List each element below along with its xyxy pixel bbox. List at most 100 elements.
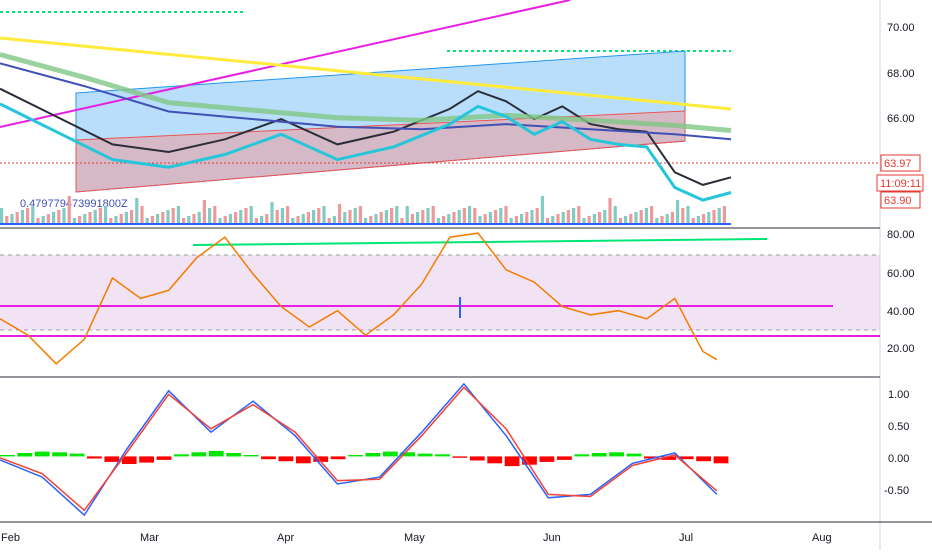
other-price-label: 63.90 bbox=[884, 195, 912, 207]
volume-bar bbox=[213, 206, 217, 224]
price-pane[interactable] bbox=[0, 0, 880, 228]
volume-bar bbox=[478, 216, 482, 224]
macd-hist-bar bbox=[69, 453, 85, 457]
volume-bar bbox=[473, 208, 477, 224]
volume-bar bbox=[436, 218, 440, 224]
volume-bar bbox=[26, 208, 30, 224]
macd-hist-bar bbox=[261, 456, 276, 460]
volume-bar bbox=[197, 212, 201, 224]
volume-bar bbox=[551, 216, 555, 224]
volume-bar bbox=[520, 214, 524, 224]
x-label-may: May bbox=[404, 532, 425, 544]
volume-bar bbox=[592, 214, 596, 224]
volume-bar bbox=[629, 214, 633, 224]
volume-bar bbox=[384, 210, 388, 224]
volume-bar bbox=[561, 212, 565, 224]
rsi-tick-60: 60.00 bbox=[887, 268, 915, 280]
signal-line bbox=[0, 386, 718, 512]
volume-bar bbox=[332, 216, 336, 224]
volume-bar bbox=[57, 210, 61, 224]
volume-bar bbox=[644, 208, 648, 224]
volume-bar bbox=[696, 216, 700, 224]
macd-tick-neg0.5: -0.50 bbox=[884, 485, 909, 497]
volume-bar bbox=[83, 214, 87, 224]
volume-bar bbox=[156, 214, 160, 224]
last-price-label: 63.97 bbox=[884, 158, 912, 170]
rsi-tick-20: 20.00 bbox=[887, 343, 915, 355]
macd-hist-bar bbox=[226, 453, 242, 457]
volume-bar bbox=[301, 214, 305, 224]
volume-bars bbox=[0, 196, 726, 224]
x-label-mar: Mar bbox=[140, 532, 159, 544]
volume-bar bbox=[353, 208, 357, 224]
volume-bar bbox=[0, 208, 4, 224]
volume-bar bbox=[135, 198, 139, 224]
macd-hist-bar bbox=[191, 452, 207, 457]
time-axis[interactable]: Feb Mar Apr May Jun Jul Aug bbox=[1, 532, 832, 544]
volume-bar bbox=[208, 208, 212, 224]
volume-bar bbox=[348, 210, 352, 224]
volume-bar bbox=[431, 206, 435, 224]
macd-tick-0: 0.00 bbox=[888, 453, 909, 465]
macd-hist-bar bbox=[208, 450, 224, 457]
macd-hist-bar bbox=[104, 456, 120, 462]
volume-bar bbox=[72, 218, 76, 224]
macd-hist-bar bbox=[574, 454, 590, 457]
volume-bar bbox=[457, 210, 461, 224]
volume-bar bbox=[691, 218, 695, 224]
volume-bar bbox=[161, 212, 165, 224]
volume-bar bbox=[702, 214, 706, 224]
volume-bar bbox=[509, 218, 513, 224]
macd-pane[interactable] bbox=[0, 377, 880, 522]
other-price-label-bg bbox=[880, 191, 921, 209]
volume-bar bbox=[176, 206, 180, 224]
macd-hist-bar bbox=[678, 456, 694, 460]
volume-bar bbox=[265, 214, 269, 224]
volume-bar bbox=[483, 214, 487, 224]
rsi-tick-40: 40.00 bbox=[887, 306, 915, 318]
macd-hist-bar bbox=[348, 455, 363, 457]
magenta-trendline bbox=[0, 0, 571, 128]
macd-hist-bar bbox=[295, 456, 311, 464]
macd-hist-bar bbox=[487, 456, 503, 464]
volume-bar bbox=[260, 216, 264, 224]
macd-hist-bar bbox=[121, 456, 137, 464]
volume-bar bbox=[650, 206, 654, 224]
x-label-jun: Jun bbox=[543, 532, 561, 544]
volume-bar bbox=[228, 214, 232, 224]
macd-hist-bar bbox=[539, 456, 555, 462]
volume-bar bbox=[20, 210, 24, 224]
volume-bar bbox=[634, 212, 638, 224]
volume-bar bbox=[535, 208, 539, 224]
volume-bar bbox=[717, 208, 721, 224]
cloud-band bbox=[0, 52, 732, 133]
macd-hist-bar bbox=[626, 453, 642, 457]
volume-readout: 0.479779473991800Z bbox=[20, 198, 128, 210]
volume-bar bbox=[182, 218, 186, 224]
volume-bar bbox=[150, 216, 154, 224]
macd-hist-bar bbox=[52, 452, 67, 457]
macd-hist-bar bbox=[87, 456, 102, 459]
countdown-label-bg bbox=[876, 174, 924, 192]
volume-bar bbox=[655, 218, 659, 224]
volume-bar bbox=[572, 208, 576, 224]
macd-hist-bar bbox=[591, 453, 607, 457]
volume-bar bbox=[447, 214, 451, 224]
macd-hist-bar bbox=[504, 456, 520, 467]
volume-bar bbox=[488, 212, 492, 224]
last-price-label-bg bbox=[880, 154, 921, 172]
volume-bar bbox=[722, 206, 726, 224]
volume-bar bbox=[36, 218, 40, 224]
volume-bar bbox=[639, 210, 643, 224]
volume-bar bbox=[239, 210, 243, 224]
volume-bar bbox=[338, 204, 342, 224]
macd-hist-bar bbox=[522, 456, 537, 465]
volume-bar bbox=[317, 208, 321, 224]
volume-bar bbox=[130, 210, 134, 224]
volume-bar bbox=[400, 218, 404, 224]
red-channel bbox=[75, 110, 686, 193]
volume-bar bbox=[67, 196, 71, 224]
volume-bar bbox=[540, 196, 544, 224]
volume-bar bbox=[270, 202, 274, 224]
